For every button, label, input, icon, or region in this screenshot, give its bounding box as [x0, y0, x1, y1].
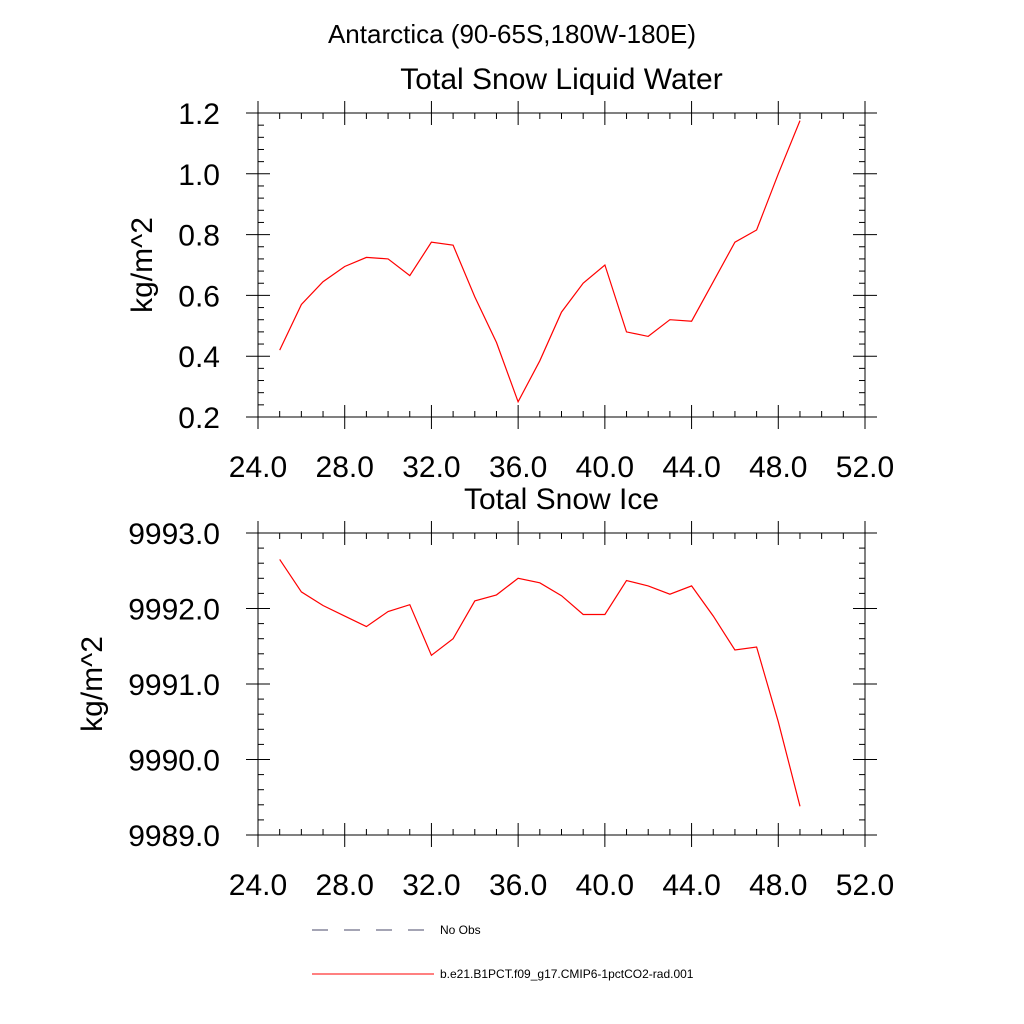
- y-tick-label: 9992.0: [128, 594, 220, 627]
- legend-label: No Obs: [440, 923, 481, 937]
- y-tick-label: 1.2: [178, 98, 220, 131]
- x-tick-label: 48.0: [749, 451, 807, 484]
- x-tick-label: 28.0: [316, 869, 374, 902]
- legend-label: b.e21.B1PCT.f09_g17.CMIP6-1pctCO2-rad.00…: [440, 967, 694, 981]
- x-tick-label: 40.0: [576, 869, 634, 902]
- y-tick-label: 0.8: [178, 220, 220, 253]
- chart-title: Total Snow Liquid Water: [400, 63, 722, 96]
- y-axis-label: kg/m^2: [76, 636, 109, 732]
- y-tick-label: 1.0: [178, 159, 220, 192]
- figure-suptitle: Antarctica (90-65S,180W-180E): [328, 19, 696, 49]
- x-tick-label: 28.0: [316, 451, 374, 484]
- series-line: [279, 559, 801, 807]
- panel-total-snow-ice: Total Snow Ice kg/m^2 24.0 28.0 32.0 36.0 40.0…: [76, 483, 894, 902]
- y-tick-label: 0.2: [178, 402, 220, 435]
- x-tick-label: 52.0: [836, 869, 894, 902]
- x-tick-label: 36.0: [489, 869, 547, 902]
- x-tick-label: 24.0: [229, 869, 287, 902]
- panel-total-snow-liquid-water: Total Snow Liquid Water kg/m^2 24.0 28.0 32.…: [126, 63, 894, 484]
- x-tick-label: 44.0: [662, 869, 720, 902]
- y-tick-label: 9991.0: [128, 669, 220, 702]
- series-line: [279, 120, 801, 404]
- y-tick-label: 0.4: [178, 341, 220, 374]
- x-tick-label: 24.0: [229, 451, 287, 484]
- x-tick-label: 48.0: [749, 869, 807, 902]
- y-tick-label: 0.6: [178, 280, 220, 313]
- chart-title: Total Snow Ice: [464, 483, 659, 516]
- x-tick-label: 32.0: [402, 869, 460, 902]
- x-tick-label: 44.0: [662, 451, 720, 484]
- legend: No Obs b.e21.B1PCT.f09_g17.CMIP6-1pctCO2-…: [312, 923, 694, 981]
- x-tick-label: 32.0: [402, 451, 460, 484]
- y-tick-label: 9993.0: [128, 518, 220, 551]
- y-axis-label: kg/m^2: [126, 217, 159, 313]
- x-tick-label: 52.0: [836, 451, 894, 484]
- y-tick-label: 9989.0: [128, 820, 220, 853]
- x-tick-label: 36.0: [489, 451, 547, 484]
- x-tick-label: 40.0: [576, 451, 634, 484]
- y-tick-label: 9990.0: [128, 745, 220, 778]
- plot-frame: [257, 532, 866, 836]
